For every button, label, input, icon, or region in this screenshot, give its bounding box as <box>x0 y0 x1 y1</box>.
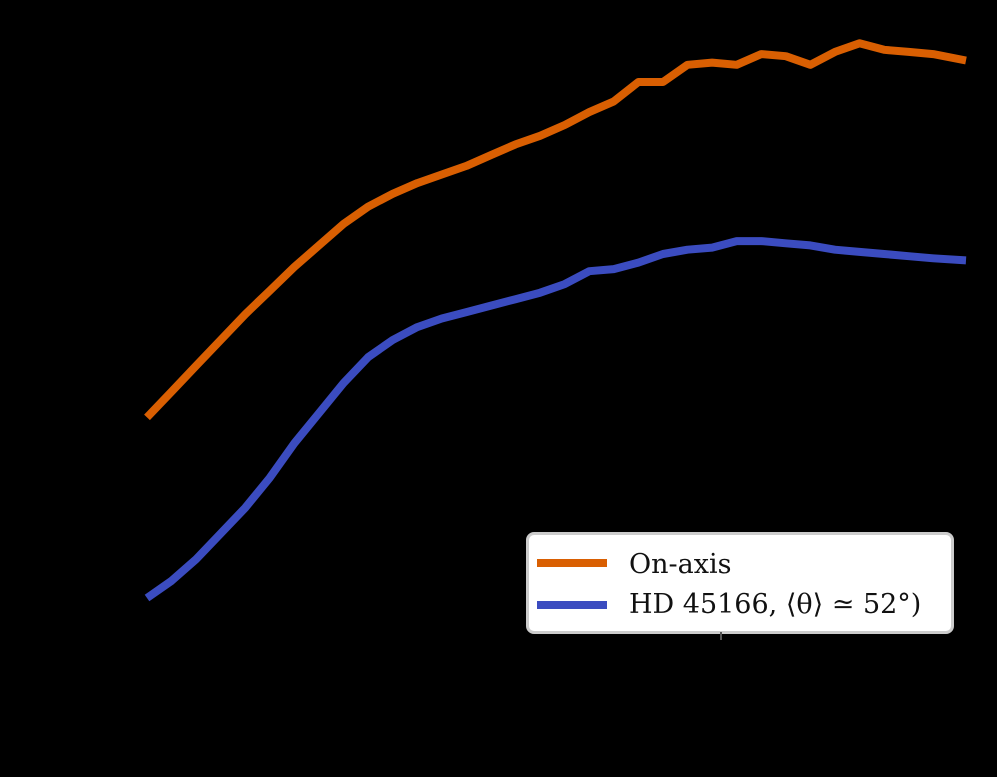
legend-label: On-axis <box>629 549 732 580</box>
legend-label: HD 45166, ⟨θ⟩ ≃ 52°) <box>629 589 922 620</box>
on-axis-swatch-icon <box>537 559 607 567</box>
on-axis-line <box>144 39 967 421</box>
x-axis-tick <box>720 632 722 640</box>
hd45166-line <box>144 237 967 602</box>
hd45166-swatch-icon <box>537 601 607 609</box>
chart-legend: On-axis HD 45166, ⟨θ⟩ ≃ 52°) <box>526 532 954 634</box>
